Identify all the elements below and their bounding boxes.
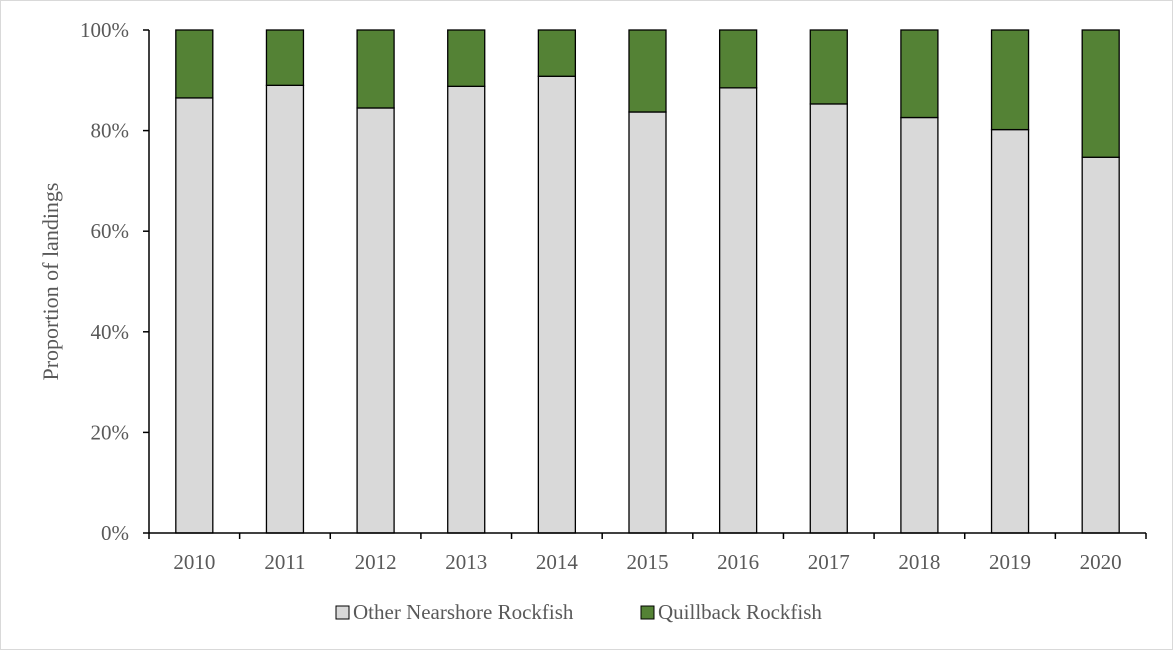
bar-segment-quillback [447,29,486,87]
y-tick-label: 0% [101,521,129,545]
legend-label: Other Nearshore Rockfish [353,600,574,624]
x-tick-label: 2013 [445,550,487,574]
bar-segment-other-nearshore [175,97,214,534]
bar-segment-quillback [628,29,667,113]
bar-segment-quillback [809,29,848,105]
legend-swatch [640,605,655,620]
y-axis-ticks: 0% 20% 40% 60% 80% 100% [80,18,149,545]
bar-segment-other-nearshore [537,75,577,534]
bars-group [175,29,1120,534]
y-tick-label: 40% [91,320,130,344]
x-tick-label: 2015 [627,550,669,574]
x-tick-label: 2010 [173,550,215,574]
bar-segment-other-nearshore [447,85,486,534]
x-tick-label: 2017 [808,550,850,574]
bar-segment-other-nearshore [1081,156,1120,534]
bar-segment-other-nearshore [265,84,305,534]
x-tick-label: 2018 [898,550,940,574]
x-tick-label: 2020 [1080,550,1122,574]
bar-segment-other-nearshore [809,103,848,534]
legend-swatch [335,605,350,620]
bar-segment-quillback [356,29,395,109]
bar-segment-quillback [900,29,939,119]
y-tick-label: 100% [80,18,129,42]
legend: Other Nearshore Rockfish Quillback Rockfi… [335,600,822,624]
y-tick-label: 20% [91,420,130,444]
x-tick-label: 2011 [264,550,305,574]
bar-segment-quillback [265,29,305,86]
bar-segment-quillback [718,29,758,89]
x-tick-label: 2012 [355,550,397,574]
bar-segment-other-nearshore [628,111,667,534]
y-axis-title: Proportion of landings [38,183,63,381]
y-tick-label: 60% [91,219,130,243]
x-tick-label: 2014 [536,550,579,574]
bar-segment-quillback [1081,29,1120,158]
legend-label: Quillback Rockfish [658,600,822,624]
x-tick-label: 2019 [989,550,1031,574]
y-tick-label: 80% [91,119,130,143]
bar-segment-quillback [175,29,214,99]
bar-segment-other-nearshore [900,116,939,534]
bar-segment-other-nearshore [356,107,395,534]
bar-segment-quillback [990,29,1030,131]
bar-segment-other-nearshore [718,87,758,534]
x-axis-ticks: 2010 2011 2012 2013 2014 2015 2016 2017 2018 2019… [148,533,1147,574]
x-tick-label: 2016 [717,550,759,574]
bar-segment-quillback [537,29,577,77]
bar-segment-other-nearshore [990,128,1030,534]
